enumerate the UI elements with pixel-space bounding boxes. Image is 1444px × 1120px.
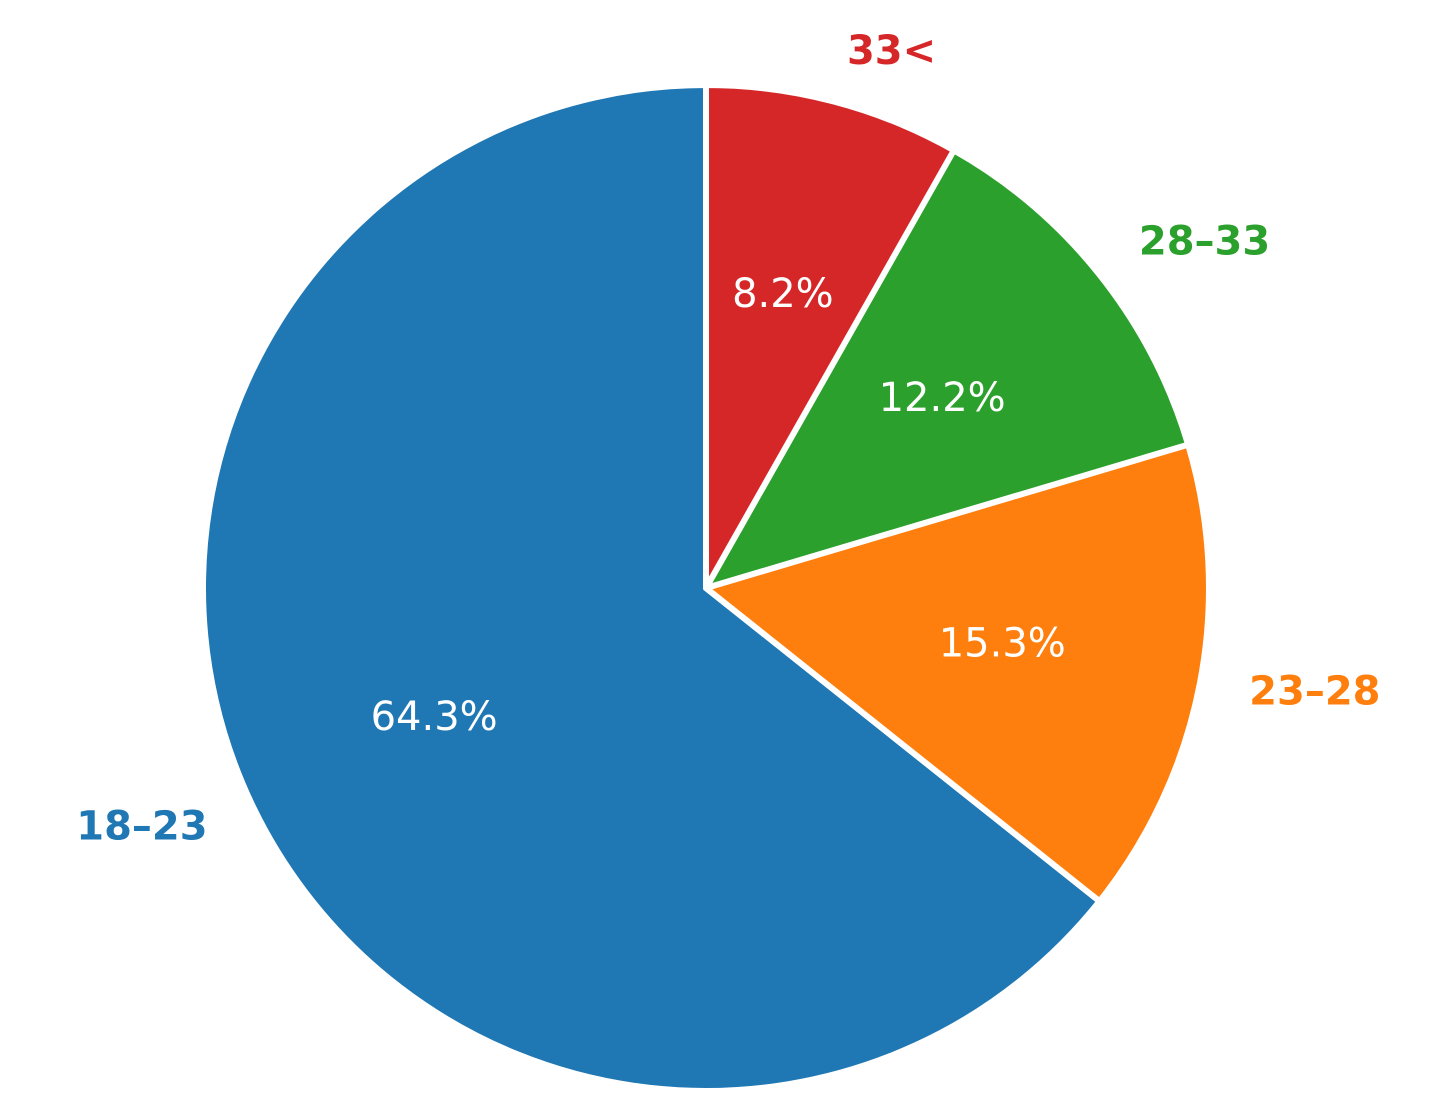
category-label: 28–33	[1139, 218, 1270, 264]
value-label: 64.3%	[371, 694, 498, 740]
value-label: 12.2%	[879, 375, 1006, 421]
value-label: 8.2%	[732, 271, 834, 317]
pie-slice	[703, 441, 1212, 905]
category-label: 23–28	[1249, 668, 1380, 714]
category-label: 18–23	[76, 803, 207, 849]
pie-slice	[200, 82, 1103, 1094]
category-label: 33<	[847, 28, 936, 74]
value-label: 15.3%	[939, 620, 1066, 666]
pie-slice	[703, 82, 957, 591]
pie-slice	[703, 147, 1192, 591]
